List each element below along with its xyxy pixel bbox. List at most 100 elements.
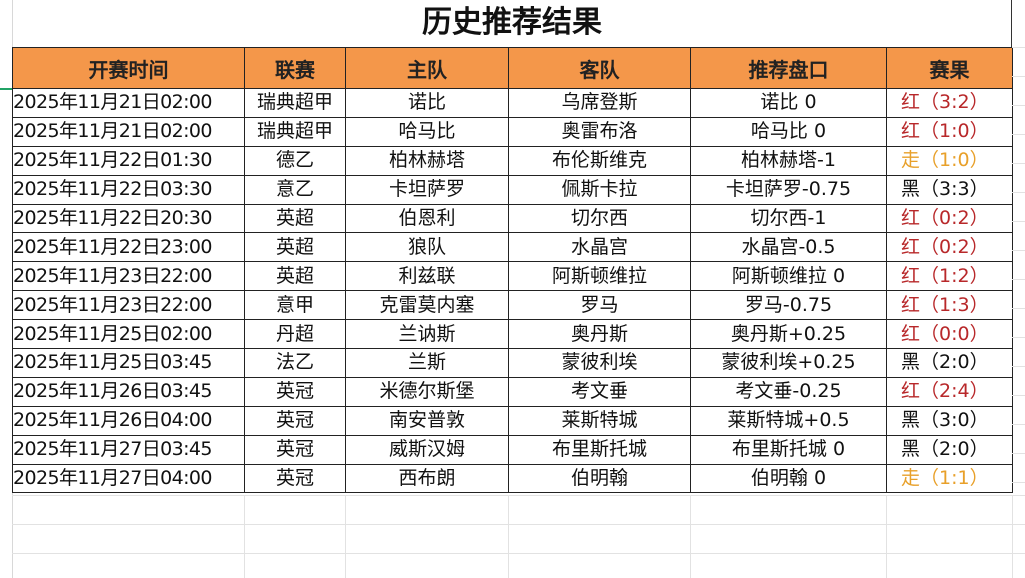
cell-time[interactable]: 2025年11月26日04:00 [12, 405, 245, 436]
cell-league[interactable]: 英冠 [244, 463, 346, 494]
cell-time[interactable]: 2025年11月25日02:00 [12, 319, 245, 350]
cell-home[interactable]: 西布朗 [345, 463, 509, 494]
cell-away[interactable]: 佩斯卡拉 [508, 174, 691, 205]
cell-league[interactable]: 瑞典超甲 [244, 88, 346, 118]
cell-home[interactable]: 威斯汉姆 [345, 434, 509, 465]
cell-away[interactable]: 罗马 [508, 290, 691, 321]
cell-result[interactable]: 红（1:0） [886, 116, 1013, 147]
header-home[interactable]: 主队 [345, 47, 509, 89]
cell-away[interactable]: 莱斯特城 [508, 405, 691, 436]
cell-league[interactable]: 德乙 [244, 145, 346, 176]
cell-league[interactable]: 英超 [244, 261, 346, 292]
cell-result[interactable]: 走（1:1） [886, 463, 1013, 494]
cell-time[interactable]: 2025年11月26日03:45 [12, 376, 245, 407]
cell-away[interactable]: 奥雷布洛 [508, 116, 691, 147]
cell-time[interactable]: 2025年11月22日20:30 [12, 203, 245, 234]
cell-home[interactable]: 兰讷斯 [345, 319, 509, 350]
sheet-title[interactable]: 历史推荐结果 [13, 0, 1012, 47]
cell-away[interactable]: 切尔西 [508, 203, 691, 234]
cell-pick[interactable]: 诺比 0 [690, 88, 887, 118]
cell-home[interactable]: 卡坦萨罗 [345, 174, 509, 205]
table-row: 2025年11月27日03:45 英冠 威斯汉姆 布里斯托城 布里斯托城 0 黑（2:0） [12, 434, 1013, 465]
cell-pick[interactable]: 切尔西-1 [690, 203, 887, 234]
header-result[interactable]: 赛果 [886, 47, 1013, 89]
cell-result[interactable]: 走（1:0） [886, 145, 1013, 176]
cell-result[interactable]: 红（3:2） [886, 88, 1013, 118]
cell-league[interactable]: 法乙 [244, 348, 346, 378]
cell-league[interactable]: 英超 [244, 203, 346, 234]
cell-home[interactable]: 诺比 [345, 88, 509, 118]
cell-league[interactable]: 意甲 [244, 290, 346, 321]
cell-league[interactable]: 英冠 [244, 405, 346, 436]
cell-away[interactable]: 乌席登斯 [508, 88, 691, 118]
cell-time[interactable]: 2025年11月23日22:00 [12, 261, 245, 292]
header-time[interactable]: 开赛时间 [12, 47, 245, 89]
grid-line [345, 495, 346, 578]
cell-away[interactable]: 考文垂 [508, 376, 691, 407]
table-row: 2025年11月27日04:00 英冠 西布朗 伯明翰 伯明翰 0 走（1:1） [12, 463, 1013, 494]
cell-away[interactable]: 奥丹斯 [508, 319, 691, 350]
cell-league[interactable]: 英冠 [244, 376, 346, 407]
cell-pick[interactable]: 蒙彼利埃+0.25 [690, 348, 887, 378]
cell-pick[interactable]: 水晶宫-0.5 [690, 232, 887, 263]
cell-away[interactable]: 伯明翰 [508, 463, 691, 494]
cell-result[interactable]: 黑（3:0） [886, 405, 1013, 436]
cell-league[interactable]: 英冠 [244, 434, 346, 465]
cell-pick[interactable]: 伯明翰 0 [690, 463, 887, 494]
cell-result[interactable]: 红（1:2） [886, 261, 1013, 292]
cell-time[interactable]: 2025年11月27日03:45 [12, 434, 245, 465]
cell-pick[interactable]: 布里斯托城 0 [690, 434, 887, 465]
cell-home[interactable]: 克雷莫内塞 [345, 290, 509, 321]
empty-rows[interactable] [12, 495, 1025, 578]
cell-away[interactable]: 阿斯顿维拉 [508, 261, 691, 292]
cell-result[interactable]: 黑（2:0） [886, 434, 1013, 465]
results-table: 开赛时间 联赛 主队 客队 推荐盘口 赛果 2025年11月21日02:00 瑞典… [12, 47, 1013, 494]
cell-pick[interactable]: 卡坦萨罗-0.75 [690, 174, 887, 205]
cell-league[interactable]: 瑞典超甲 [244, 116, 346, 147]
cell-home[interactable]: 兰斯 [345, 348, 509, 378]
table-row: 2025年11月26日04:00 英冠 南安普敦 莱斯特城 莱斯特城+0.5 黑（3:0） [12, 405, 1013, 436]
table-row: 2025年11月22日23:00 英超 狼队 水晶宫 水晶宫-0.5 红（0:2） [12, 232, 1013, 263]
cell-home[interactable]: 南安普敦 [345, 405, 509, 436]
cell-pick[interactable]: 考文垂-0.25 [690, 376, 887, 407]
cell-home[interactable]: 利兹联 [345, 261, 509, 292]
cell-home[interactable]: 柏林赫塔 [345, 145, 509, 176]
cell-result[interactable]: 红（1:3） [886, 290, 1013, 321]
cell-time[interactable]: 2025年11月22日03:30 [12, 174, 245, 205]
cell-result[interactable]: 黑（2:0） [886, 348, 1013, 378]
cell-result[interactable]: 黑（3:3） [886, 174, 1013, 205]
table-row: 2025年11月25日03:45 法乙 兰斯 蒙彼利埃 蒙彼利埃+0.25 黑（2:0） [12, 348, 1013, 378]
header-pick[interactable]: 推荐盘口 [690, 47, 887, 89]
cell-away[interactable]: 布里斯托城 [508, 434, 691, 465]
cell-league[interactable]: 英超 [244, 232, 346, 263]
header-league[interactable]: 联赛 [244, 47, 346, 89]
cell-league[interactable]: 意乙 [244, 174, 346, 205]
cell-time[interactable]: 2025年11月23日22:00 [12, 290, 245, 321]
cell-time[interactable]: 2025年11月22日23:00 [12, 232, 245, 263]
cell-pick[interactable]: 莱斯特城+0.5 [690, 405, 887, 436]
cell-pick[interactable]: 哈马比 0 [690, 116, 887, 147]
cell-pick[interactable]: 柏林赫塔-1 [690, 145, 887, 176]
cell-pick[interactable]: 阿斯顿维拉 0 [690, 261, 887, 292]
cell-home[interactable]: 伯恩利 [345, 203, 509, 234]
cell-home[interactable]: 米德尔斯堡 [345, 376, 509, 407]
cell-away[interactable]: 布伦斯维克 [508, 145, 691, 176]
cell-time[interactable]: 2025年11月25日03:45 [12, 348, 245, 378]
cell-result[interactable]: 红（0:2） [886, 203, 1013, 234]
cell-time[interactable]: 2025年11月27日04:00 [12, 463, 245, 494]
header-away[interactable]: 客队 [508, 47, 691, 89]
cell-home[interactable]: 狼队 [345, 232, 509, 263]
cell-time[interactable]: 2025年11月22日01:30 [12, 145, 245, 176]
cell-pick[interactable]: 罗马-0.75 [690, 290, 887, 321]
cell-time[interactable]: 2025年11月21日02:00 [12, 88, 245, 118]
cell-home[interactable]: 哈马比 [345, 116, 509, 147]
cell-league[interactable]: 丹超 [244, 319, 346, 350]
cell-result[interactable]: 红（0:0） [886, 319, 1013, 350]
cell-time[interactable]: 2025年11月21日02:00 [12, 116, 245, 147]
cell-away[interactable]: 蒙彼利埃 [508, 348, 691, 378]
cell-pick[interactable]: 奥丹斯+0.25 [690, 319, 887, 350]
cell-away[interactable]: 水晶宫 [508, 232, 691, 263]
cell-result[interactable]: 红（2:4） [886, 376, 1013, 407]
cell-result[interactable]: 红（0:2） [886, 232, 1013, 263]
empty-cells-right[interactable] [1012, 47, 1025, 495]
